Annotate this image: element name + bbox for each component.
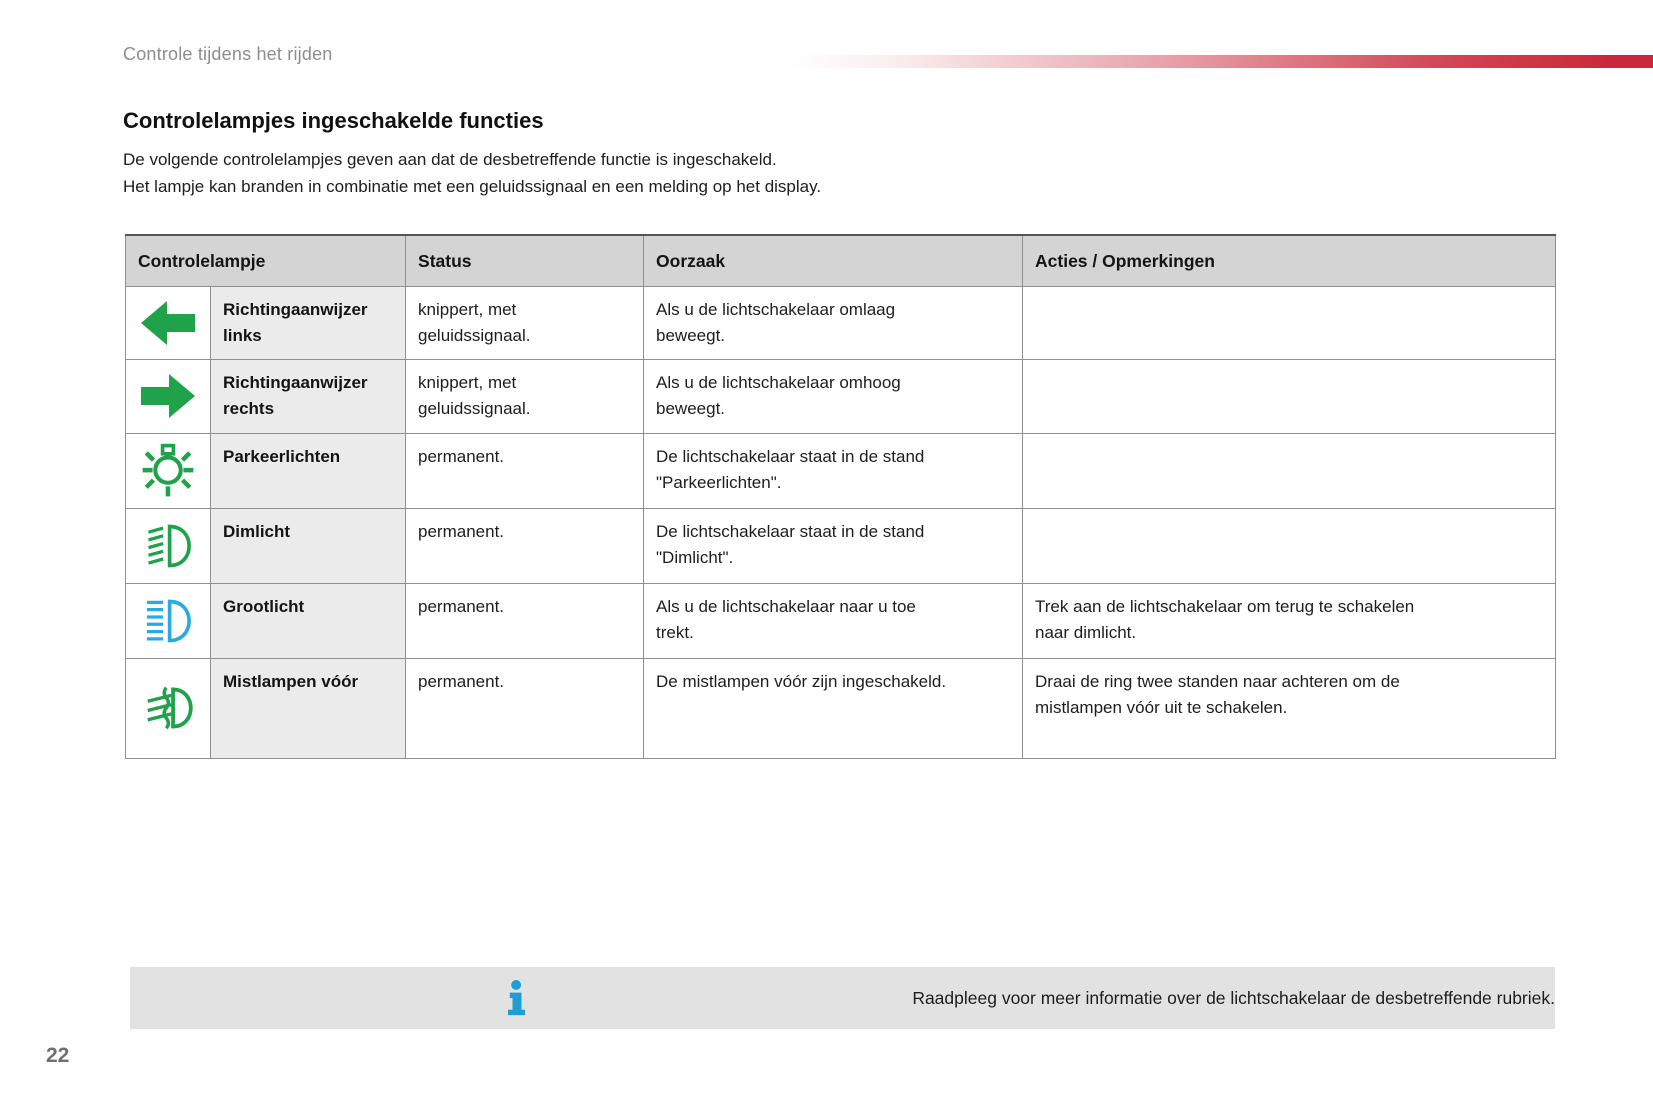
lamp-action [1022,432,1557,509]
icon-cell [125,507,211,584]
col-header-controlelampje: Controlelampje [124,234,407,287]
lamp-cause: De mistlampen vóór zijn ingeschakeld. [643,657,1024,759]
lamp-cause: De lichtschakelaar staat in de stand "Di… [643,507,1024,584]
lamp-action: Trek aan de lichtschakelaar om terug te … [1022,582,1557,659]
page-number: 22 [46,1044,70,1067]
breadcrumb: Controle tijdens het rijden [123,44,333,64]
turn-signal-right-icon [141,374,195,418]
table-row-turn-signal-right: Richtingaanwijzer rechts knippert, met g… [125,358,1557,434]
intro-line-2: Het lampje kan branden in combinatie met… [123,177,822,196]
col-header-acties: Acties / Opmerkingen [1022,234,1557,287]
lamp-cause: Als u de lichtschakelaar naar u toe trek… [643,582,1024,659]
intro-line-1: De volgende controlelampjes geven aan da… [123,150,777,169]
table-row-front-fog-lights: Mistlampen vóór permanent. De mistlampen… [125,657,1557,759]
table-row-low-beam: Dimlicht permanent. De lichtschakelaar s… [125,507,1557,584]
lamp-action: Draai de ring twee standen naar achteren… [1022,657,1557,759]
lamp-cause: De lichtschakelaar staat in de stand "Pa… [643,432,1024,509]
lamp-name: Dimlicht [209,507,407,584]
lamp-name: Richtingaanwijzer links [209,285,407,360]
lamp-cause: Als u de lichtschakelaar omhoog beweegt. [643,358,1024,434]
parking-lights-icon [142,443,194,496]
icon-cell [125,582,211,659]
page-title: Controlelampjes ingeschakelde functies [123,108,544,133]
lamp-status: knippert, met geluidssignaal. [405,358,645,434]
turn-signal-left-icon [141,300,195,345]
table-row-turn-signal-left: Richtingaanwijzer links knippert, met ge… [125,285,1557,360]
accent-gradient-bar [788,55,1653,68]
lamp-name: Grootlicht [209,582,407,659]
info-note-text: Raadpleeg voor meer informatie over de l… [912,987,1555,1008]
front-fog-lights-icon [147,686,193,730]
col-header-status: Status [405,234,645,287]
col-header-oorzaak: Oorzaak [643,234,1024,287]
lamp-name: Richtingaanwijzer rechts [209,358,407,434]
table-row-high-beam: Grootlicht permanent. Als u de lichtscha… [125,582,1557,659]
table-row-parking-lights: Parkeerlichten permanent. De lichtschake… [125,432,1557,509]
lamp-status: knippert, met geluidssignaal. [405,285,645,360]
table-header-row: Controlelampje Status Oorzaak Acties / O… [124,234,1557,287]
lamp-cause: Als u de lichtschakelaar omlaag beweegt. [643,285,1024,360]
icon-cell [125,358,211,434]
lamp-status: permanent. [405,432,645,509]
low-beam-icon [148,524,191,567]
lamp-name: Mistlampen vóór [209,657,407,759]
lamp-name: Parkeerlichten [209,432,407,509]
high-beam-icon [146,599,191,642]
info-icon [508,980,526,1016]
intro-text: De volgende controlelampjes geven aan da… [123,146,821,200]
lamp-action [1022,358,1557,434]
indicator-lamps-table: Controlelampje Status Oorzaak Acties / O… [124,234,1557,759]
icon-cell [125,432,211,509]
lamp-action [1022,507,1557,584]
lamp-action [1022,285,1557,360]
lamp-status: permanent. [405,657,645,759]
info-note-bar: Raadpleeg voor meer informatie over de l… [130,967,1555,1029]
lamp-status: permanent. [405,507,645,584]
icon-cell [125,657,211,759]
lamp-status: permanent. [405,582,645,659]
icon-cell [125,285,211,360]
